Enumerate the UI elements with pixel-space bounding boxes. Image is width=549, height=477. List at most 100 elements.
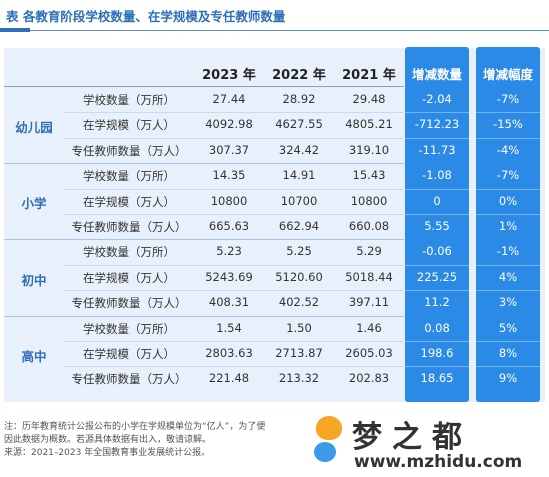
highlight-divider <box>405 214 469 215</box>
row-indicator: 在学规模（万人） <box>83 270 175 285</box>
cell-2021: 660.08 <box>348 219 390 233</box>
cell-change: -0.06 <box>422 244 452 259</box>
header-change: 增减数量 <box>411 67 462 82</box>
cell-2021: 319.10 <box>348 142 390 157</box>
cell-pct: -4% <box>496 142 520 157</box>
cell-pct: 0% <box>498 193 518 208</box>
table-title: 表 各教育阶段学校数量、在学规模及专任教师数量 <box>6 9 286 24</box>
cell-2022: 5.25 <box>286 244 312 259</box>
cell-2021: 2605.03 <box>345 346 393 360</box>
highlight-divider <box>405 264 469 266</box>
row-divider <box>64 290 404 292</box>
source-line: 来源：2021–2023 年全国教育事业发展统计公报。 <box>4 448 211 458</box>
footnote-line: 注：历年教育统计公报公布的小学在学规模单位为“亿人”，为了便 <box>4 422 266 432</box>
cell-change: -11.73 <box>418 142 456 157</box>
cell-2022: 14.91 <box>282 168 316 183</box>
row-indicator: 专任教师数量（万人） <box>71 143 187 158</box>
highlight-divider <box>405 188 469 190</box>
cell-2023: 665.63 <box>208 219 250 233</box>
cell-2022: 324.42 <box>278 142 320 157</box>
logo-url: www.mzhidu.com <box>354 452 523 472</box>
logo-brand: 梦之都 <box>352 420 472 455</box>
cell-pct: -7% <box>496 168 520 183</box>
header-pct: 增减幅度 <box>482 67 533 82</box>
cell-2022: 5120.60 <box>275 269 323 284</box>
cell-2022: 10700 <box>280 193 318 208</box>
highlight-divider <box>476 341 540 342</box>
pct-column-highlight <box>476 47 540 402</box>
cell-change: -1.08 <box>422 168 452 183</box>
cell-2023: 307.37 <box>208 142 250 157</box>
cell-pct: 1% <box>498 219 518 233</box>
row-divider <box>64 341 404 342</box>
group-label: 初中 <box>21 272 47 288</box>
highlight-divider <box>476 290 540 292</box>
cell-pct: 3% <box>498 295 518 310</box>
cell-2023: 408.31 <box>208 295 250 310</box>
cell-pct: 5% <box>498 320 518 335</box>
cell-2022: 2713.87 <box>275 346 323 360</box>
row-indicator: 在学规模（万人） <box>83 194 175 209</box>
cell-2023: 2803.63 <box>205 346 253 360</box>
header-divider <box>4 86 404 87</box>
cell-pct: 4% <box>498 269 518 284</box>
row-divider <box>64 214 404 215</box>
cell-pct: 8% <box>498 346 518 360</box>
cell-2023: 5.23 <box>216 244 242 259</box>
highlight-divider <box>405 137 469 139</box>
row-indicator: 学校数量（万所） <box>83 93 175 107</box>
cell-2022: 213.32 <box>278 371 320 386</box>
highlight-divider <box>476 112 540 114</box>
cell-change: -2.04 <box>422 92 452 106</box>
header-2022: 2022 年 <box>272 68 326 83</box>
title-accent <box>0 28 30 32</box>
cell-2021: 202.83 <box>348 371 390 386</box>
cell-change: 225.25 <box>416 269 458 284</box>
highlight-divider <box>405 112 469 114</box>
footnote: 注：历年教育统计公报公布的小学在学规模单位为“亿人”，为了便 因此数据为概数。若… <box>4 421 304 460</box>
cell-pct: -1% <box>496 244 520 259</box>
highlight-divider <box>405 341 469 342</box>
header-2021: 2021 年 <box>342 68 396 83</box>
group-divider <box>4 315 404 317</box>
cell-2021: 15.43 <box>352 168 386 183</box>
cell-2023: 221.48 <box>208 371 250 386</box>
cell-change: 18.65 <box>420 371 454 386</box>
cell-2021: 5018.44 <box>345 269 393 284</box>
highlight-divider <box>476 137 540 139</box>
cell-2021: 4805.21 <box>345 117 393 132</box>
cell-2022: 662.94 <box>278 219 320 233</box>
change-column-highlight <box>405 47 469 402</box>
logo-blue-face-icon <box>314 442 336 462</box>
header-2023: 2023 年 <box>202 68 256 83</box>
row-indicator: 在学规模（万人） <box>83 347 175 361</box>
row-divider <box>64 264 404 266</box>
highlight-divider <box>476 214 540 215</box>
cell-change: -712.23 <box>414 117 460 132</box>
cell-2023: 10800 <box>210 193 248 208</box>
cell-2023: 14.35 <box>212 168 246 183</box>
cell-change: 0 <box>433 193 441 208</box>
group-divider <box>4 163 404 165</box>
cell-change: 0.08 <box>424 320 450 335</box>
highlight-divider <box>476 366 540 368</box>
group-label: 幼儿园 <box>15 120 53 136</box>
highlight-divider <box>476 188 540 190</box>
cell-change: 11.2 <box>424 295 450 310</box>
title-bar: 表 各教育阶段学校数量、在学规模及专任教师数量 <box>0 0 549 30</box>
group-label: 小学 <box>21 196 47 212</box>
watermark-logo: 梦之都 www.mzhidu.com <box>308 408 546 474</box>
row-indicator: 专任教师数量（万人） <box>71 372 187 387</box>
row-divider <box>64 188 404 190</box>
row-divider <box>64 366 404 368</box>
cell-change: 198.6 <box>420 346 454 360</box>
cell-2022: 402.52 <box>278 295 320 310</box>
row-divider <box>64 137 404 139</box>
cell-2021: 397.11 <box>348 295 390 310</box>
cell-2023: 27.44 <box>212 92 246 106</box>
cell-2022: 28.92 <box>282 92 316 106</box>
cell-2023: 5243.69 <box>205 269 253 284</box>
row-indicator: 学校数量（万所） <box>83 321 175 336</box>
cell-2021: 5.29 <box>356 244 382 259</box>
group-label: 高中 <box>21 348 47 364</box>
